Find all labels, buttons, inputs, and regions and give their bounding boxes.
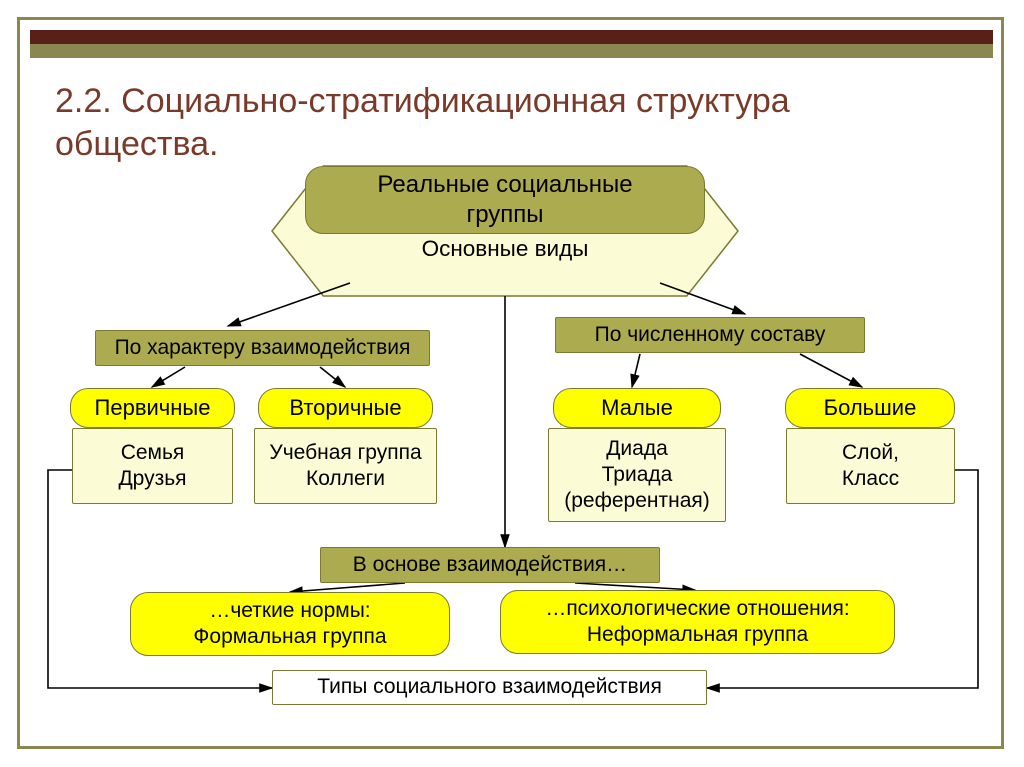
top-bar-dark <box>30 30 993 44</box>
node-bottom: Типы социального взаимодействия <box>272 670 707 705</box>
title-line-2: общества. <box>55 123 790 166</box>
node-p2: Вторичные <box>258 388 433 428</box>
node-e2: Учебная группаКоллеги <box>254 428 437 504</box>
node-root: Реальные социальныегруппы <box>305 166 705 234</box>
node-e3: ДиадаТриада(референтная) <box>548 428 726 522</box>
slide-title: 2.2. Социально-стратификационная структу… <box>55 80 790 165</box>
node-cat_r: По численному составу <box>555 317 865 353</box>
hexagon-label: Основные виды <box>385 235 625 263</box>
node-e1: СемьяДрузья <box>72 428 233 504</box>
node-p4: Большие <box>785 388 955 428</box>
node-mid: В основе взаимодействия… <box>320 547 660 583</box>
title-line-1: 2.2. Социально-стратификационная структу… <box>55 80 790 123</box>
node-f1: …четкие нормы:Формальная группа <box>130 592 450 656</box>
node-p3: Малые <box>553 388 721 428</box>
top-bar-olive <box>30 44 993 58</box>
node-e4: Слой,Класс <box>786 428 955 504</box>
node-f2: …психологические отношения:Неформальная … <box>500 590 895 654</box>
node-cat_l: По характеру взаимодействия <box>95 330 430 366</box>
node-p1: Первичные <box>70 388 235 428</box>
